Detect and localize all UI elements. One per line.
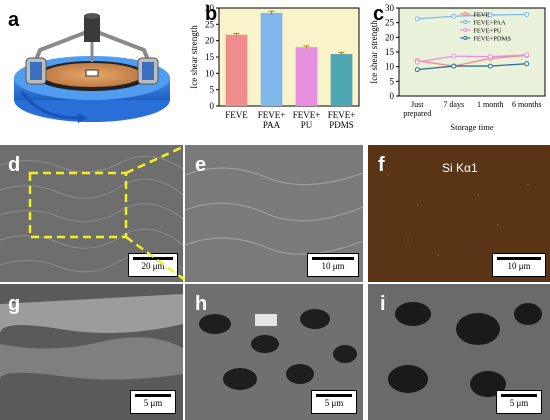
panel-label-d: d bbox=[8, 154, 21, 176]
panel-label-a: a bbox=[8, 9, 20, 31]
panel-i-sem-image: i 5 μm bbox=[368, 284, 550, 420]
panel-label-f: f bbox=[378, 154, 385, 176]
y-tick-label: 5 bbox=[390, 76, 395, 86]
legend-entry: FEVE bbox=[473, 12, 489, 19]
x-tick-label: 7 days bbox=[443, 100, 464, 109]
x-tick-label: Just bbox=[411, 100, 424, 109]
data-point bbox=[451, 53, 457, 59]
y-tick-label: 20 bbox=[385, 32, 395, 42]
y-tick-label: 10 bbox=[385, 62, 395, 72]
scale-bar-h: 5 μm bbox=[311, 390, 357, 414]
legend-marker bbox=[463, 28, 468, 32]
legend-entry: FEVE+PDMS bbox=[473, 36, 511, 43]
x-tick-label: PU bbox=[301, 120, 313, 130]
data-point bbox=[414, 59, 420, 65]
y-axis-label: Ice shear strength bbox=[369, 20, 379, 84]
bar bbox=[295, 47, 318, 106]
legend-marker bbox=[463, 20, 468, 24]
y-tick-label: 10 bbox=[205, 68, 215, 78]
series-line bbox=[417, 63, 527, 71]
y-tick-label: 25 bbox=[205, 19, 215, 29]
data-point bbox=[487, 12, 493, 18]
series-line bbox=[417, 54, 527, 67]
panel-f-edx-map: f Si Kα1 10 μm bbox=[368, 145, 550, 282]
data-point bbox=[524, 52, 530, 58]
data-point bbox=[451, 13, 457, 19]
x-tick-label: PDMS bbox=[329, 120, 354, 130]
y-tick-label: 30 bbox=[385, 3, 395, 13]
y-tick-label: 20 bbox=[205, 36, 215, 46]
legend-marker bbox=[463, 36, 468, 40]
x-tick-label: FEVE+ bbox=[328, 110, 356, 120]
panel-label-h: h bbox=[195, 293, 208, 315]
x-axis-label: Storage time bbox=[450, 122, 493, 132]
panel-label-e: e bbox=[195, 154, 207, 176]
data-point bbox=[487, 63, 493, 69]
x-tick-label: 1 month bbox=[477, 100, 503, 109]
bar bbox=[225, 34, 248, 106]
legend-marker bbox=[463, 12, 468, 16]
x-tick-label: PAA bbox=[263, 120, 281, 130]
legend-entry: FEVE+PAA bbox=[473, 20, 506, 27]
scale-bar-f: 10 μm bbox=[492, 253, 546, 277]
scale-bar-i: 5 μm bbox=[496, 390, 542, 414]
data-point bbox=[524, 11, 530, 17]
bar bbox=[330, 54, 353, 106]
y-tick-label: 0 bbox=[210, 101, 215, 111]
bar bbox=[260, 12, 283, 106]
x-tick-label: 6 months bbox=[512, 100, 542, 109]
data-point bbox=[414, 16, 420, 22]
ice-shear-apparatus-illustration bbox=[14, 13, 170, 123]
series-line bbox=[417, 54, 527, 63]
x-tick-label: FEVE bbox=[225, 110, 248, 120]
y-tick-label: 15 bbox=[205, 52, 215, 62]
y-tick-label: 25 bbox=[385, 18, 395, 28]
data-point bbox=[451, 63, 457, 69]
scale-bar-g: 5 μm bbox=[130, 390, 176, 414]
panel-g-sem-image: g 5 μm bbox=[0, 284, 183, 420]
x-tick-label: FEVE+ bbox=[293, 110, 321, 120]
x-tick-label: prepared bbox=[403, 109, 431, 118]
panel-label-i: i bbox=[380, 293, 386, 315]
panel-label-g: g bbox=[8, 293, 21, 315]
y-tick-label: 30 bbox=[205, 3, 215, 13]
data-point bbox=[524, 61, 530, 67]
panel-a-schematic: a bbox=[0, 0, 185, 140]
plot-area bbox=[398, 7, 546, 97]
legend-entry: FEVE+PU bbox=[473, 28, 502, 35]
scale-bar-e: 10 μm bbox=[307, 253, 359, 277]
panel-h-sem-image: h 5 μm bbox=[185, 284, 363, 420]
y-tick-label: 5 bbox=[210, 85, 215, 95]
x-tick-label: FEVE+ bbox=[258, 110, 286, 120]
series-line bbox=[417, 13, 527, 20]
panel-c-line-chart: 0 5 10 15 20 25 30 Just prepared 7 days 1 month 6 m… bbox=[365, 0, 550, 140]
y-tick-label: 15 bbox=[385, 47, 395, 57]
panel-label-c: c bbox=[373, 3, 385, 25]
data-point bbox=[487, 54, 493, 60]
zoom-region-box bbox=[28, 171, 128, 239]
panel-d-sem-image: d 20 μm bbox=[0, 145, 183, 282]
panel-b-bar-chart: 0 5 10 15 20 25 30 FEVE FEVE+ PAA FEVE+ PU FEVE+ PDMS… bbox=[185, 0, 365, 140]
panel-e-sem-image: e 10 μm bbox=[185, 145, 363, 282]
y-axis-label: Ice shear strength bbox=[189, 25, 199, 89]
y-tick-label: 0 bbox=[390, 91, 395, 101]
data-point bbox=[414, 67, 420, 73]
edx-element-label: Si Kα1 bbox=[442, 161, 478, 175]
panel-label-b: b bbox=[205, 3, 218, 25]
